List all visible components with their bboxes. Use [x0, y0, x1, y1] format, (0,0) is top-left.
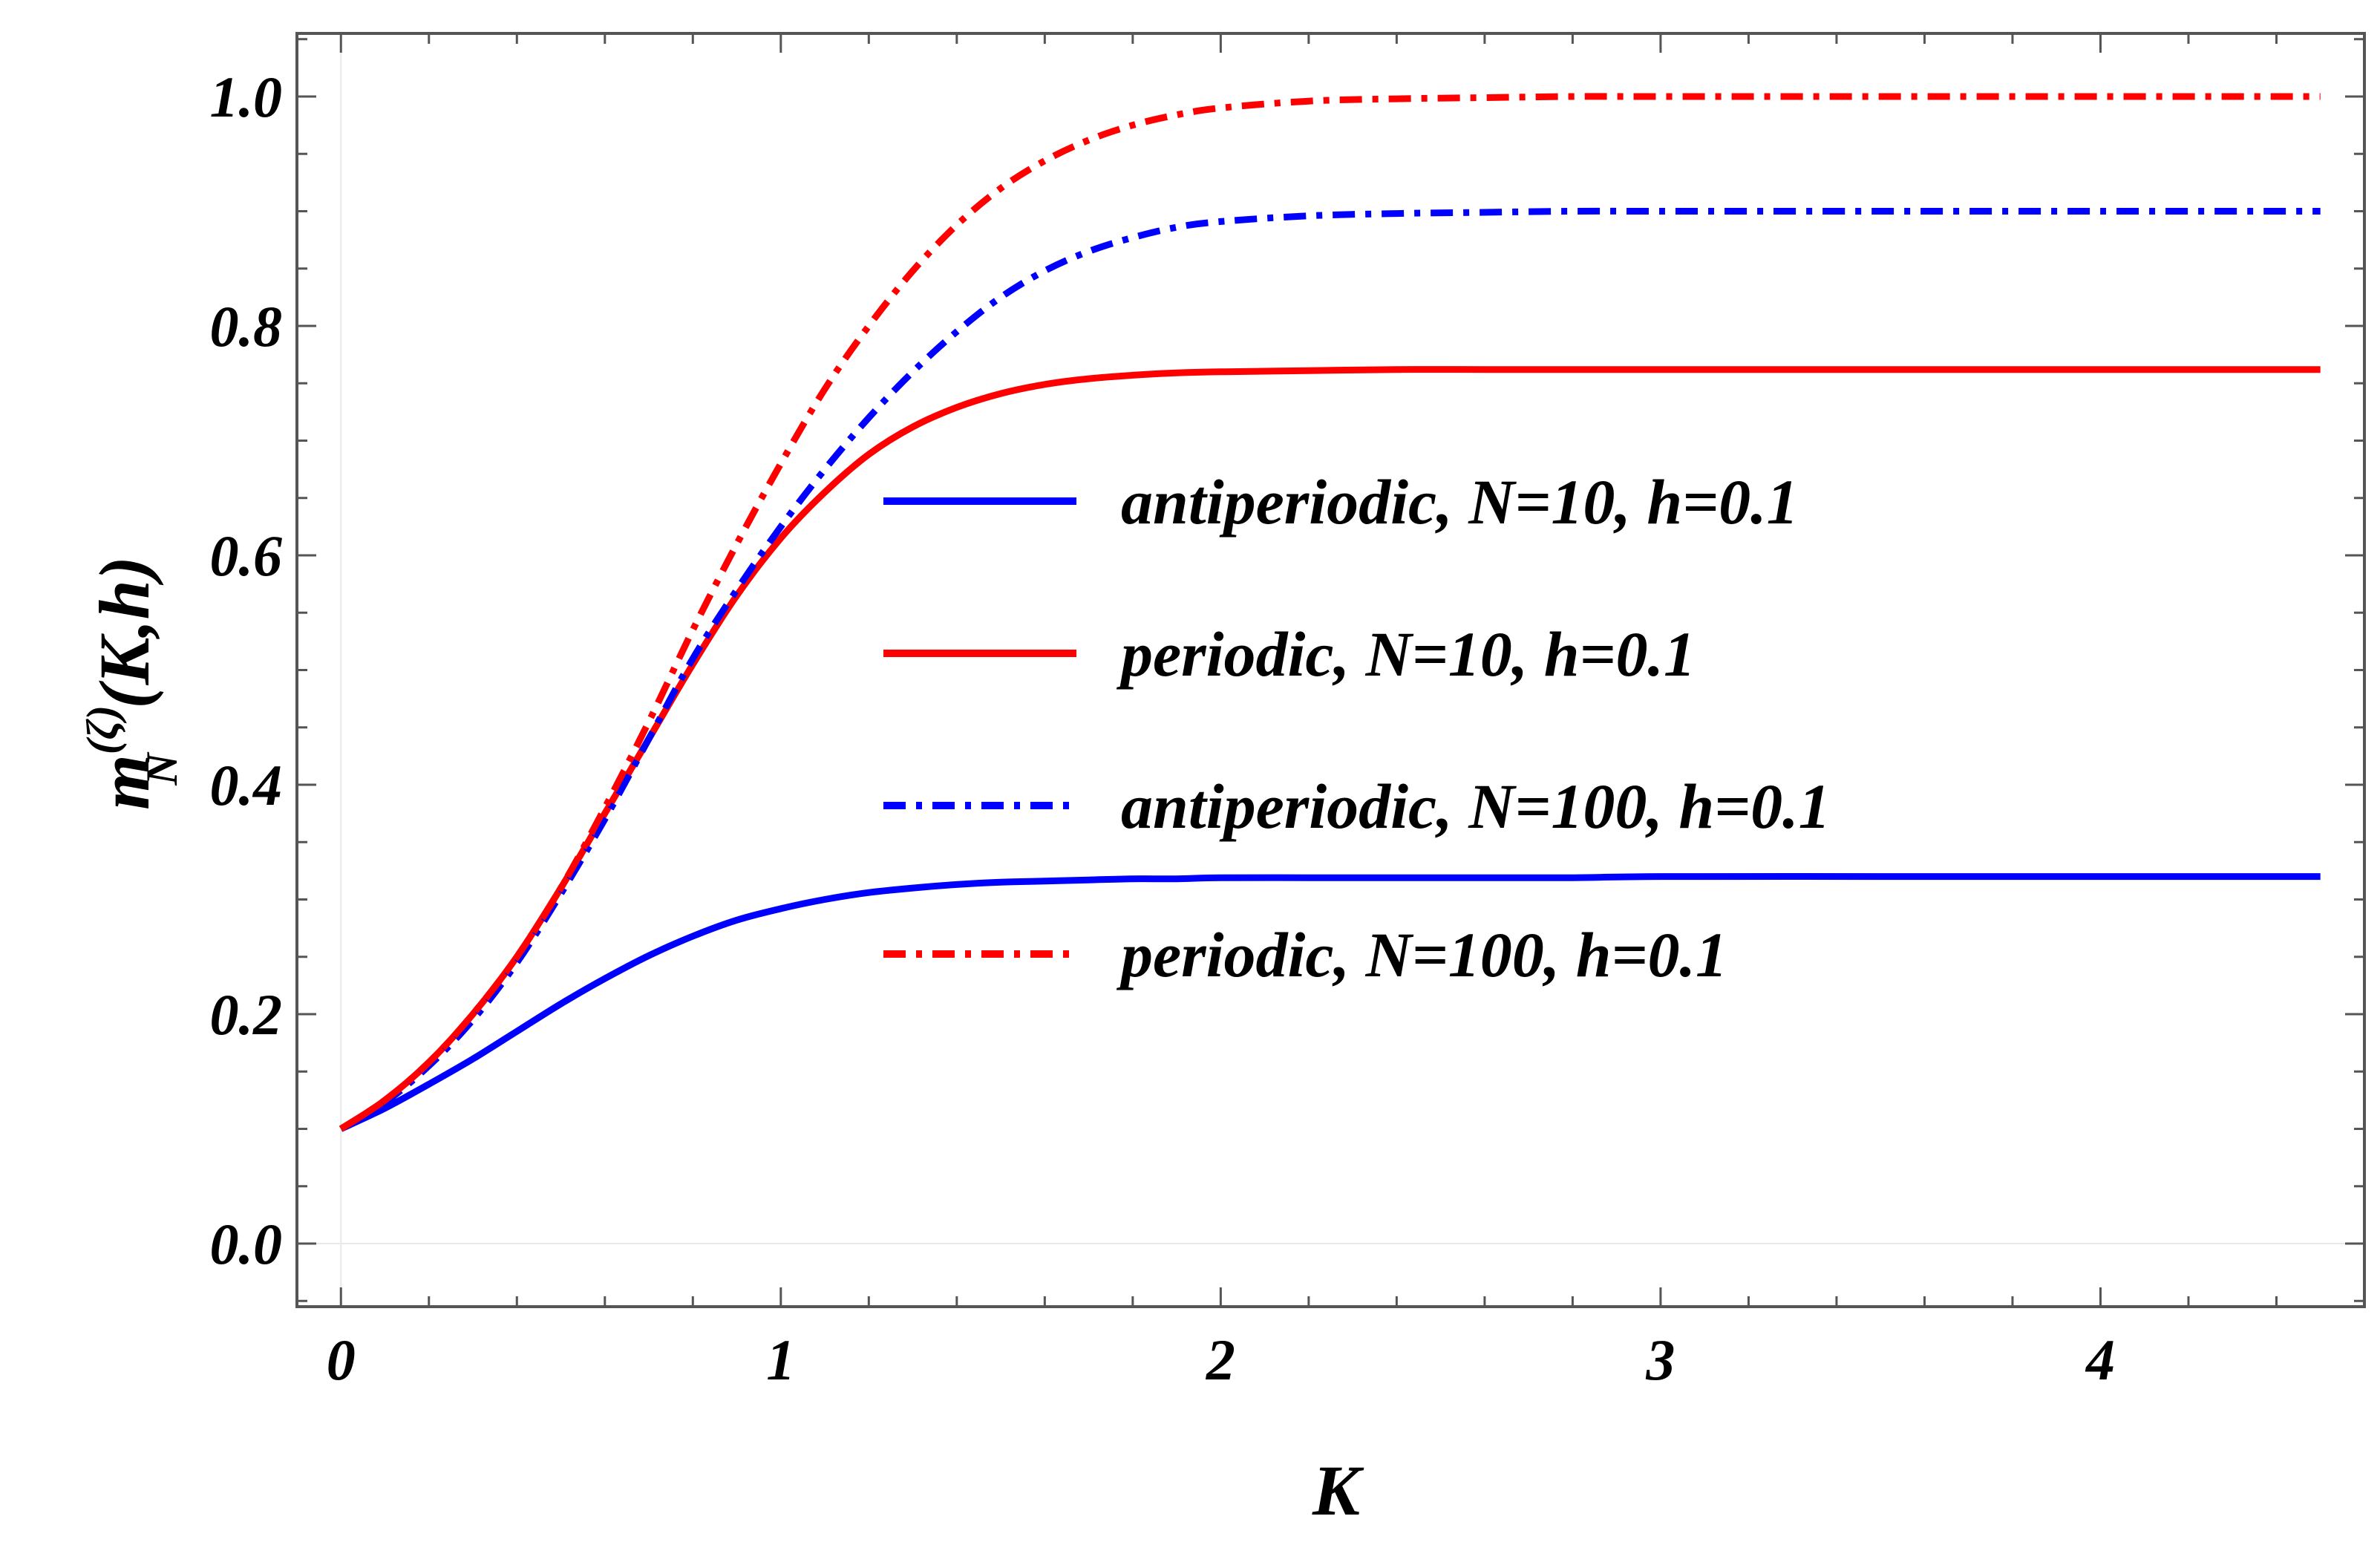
series-layer — [339, 93, 2321, 1132]
y-tick-label: 0.8 — [210, 294, 283, 359]
legend-label-periodic-n-10-h-0-1: periodic, N=10, h=0.1 — [1116, 618, 1696, 690]
x-tick-label: 1 — [766, 1327, 795, 1392]
y-tick-label: 0.4 — [210, 753, 283, 817]
x-axis-label: K — [1312, 1451, 1364, 1530]
y-axis-label-superscript: (ζ) — [78, 705, 127, 754]
x-tick-label: 4 — [2085, 1327, 2115, 1392]
y-tick-label: 0.0 — [210, 1212, 283, 1276]
legend-label-antiperiodic-n-10-h-0-1: antiperiodic, N=10, h=0.1 — [1121, 466, 1799, 538]
y-tick-label: 1.0 — [210, 65, 283, 129]
series-line-antiperiodic-n-10-h-0-1 — [339, 873, 2321, 1132]
y-axis-label-base: m — [85, 754, 164, 810]
legend: antiperiodic, N=10, h=0.1 periodic, N=10,… — [883, 466, 1831, 990]
legend-label-antiperiodic-n-100-h-0-1: antiperiodic, N=100, h=0.1 — [1121, 771, 1831, 842]
y-axis-ticks: 0.0 0.2 0.4 0.6 0.8 1.0 — [210, 38, 2364, 1302]
y-axis-label-subscript: N — [137, 751, 186, 786]
legend-label-periodic-n-100-h-0-1: periodic, N=100, h=0.1 — [1116, 919, 1727, 990]
x-tick-label: 2 — [1206, 1327, 1235, 1392]
x-tick-label: 0 — [327, 1327, 356, 1392]
y-tick-label: 0.6 — [210, 523, 283, 588]
svg-text:m(ζ)N(K,h): m(ζ) N (K,h) — [78, 556, 186, 810]
y-tick-label: 0.2 — [210, 982, 283, 1047]
y-axis-label-args: (K,h) — [85, 556, 164, 708]
y-axis-label: m(ζ) N (K,h) — [78, 556, 186, 810]
x-axis-ticks: 0 1 2 3 4 — [327, 33, 2278, 1392]
x-tick-label: 3 — [1645, 1327, 1675, 1392]
series-line-periodic-n-100-h-0-1 — [339, 93, 2321, 1132]
series-line-antiperiodic-n-100-h-0-1 — [339, 207, 2321, 1132]
